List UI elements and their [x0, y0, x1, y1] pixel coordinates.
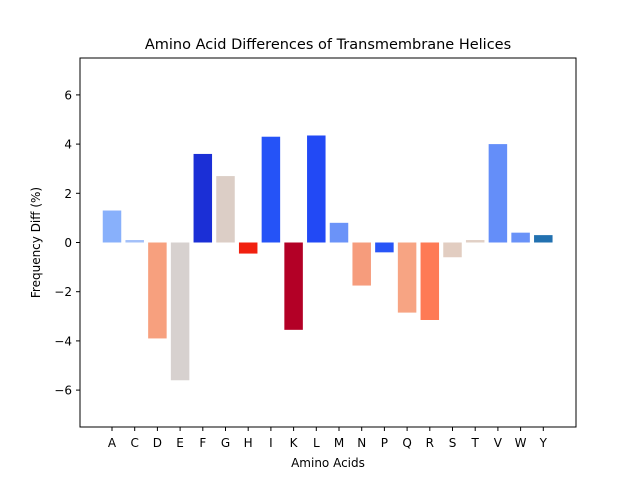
bar-Y — [534, 235, 553, 243]
y-tick-label: −2 — [54, 285, 72, 299]
x-tick-label: K — [290, 436, 299, 450]
x-tick-label: Q — [402, 436, 411, 450]
y-tick-label: 6 — [64, 88, 72, 102]
x-tick-label: V — [494, 436, 503, 450]
bar-H — [238, 242, 258, 254]
bar-P — [375, 242, 394, 253]
y-axis: −6 −4 −2 0 2 4 6 — [54, 88, 80, 398]
x-tick-label: S — [449, 436, 457, 450]
bar-S — [443, 242, 462, 258]
y-axis-label: Frequency Diff (%) — [29, 187, 43, 298]
bar-G — [216, 176, 235, 243]
x-tick-label: R — [426, 436, 434, 450]
x-tick-label: I — [269, 436, 273, 450]
x-tick-label: P — [381, 436, 388, 450]
x-tick-label: L — [313, 436, 320, 450]
bar-M — [329, 222, 349, 243]
x-tick-label: E — [176, 436, 184, 450]
x-tick-label: F — [199, 436, 206, 450]
bar-D — [148, 242, 167, 339]
bar-L — [307, 135, 326, 243]
x-tick-label: W — [515, 436, 527, 450]
x-tick-label: G — [221, 436, 230, 450]
x-tick-label: H — [244, 436, 253, 450]
bar-T — [465, 240, 485, 243]
x-tick-label: M — [334, 436, 344, 450]
y-tick-label: −4 — [54, 334, 72, 348]
bar-K — [284, 242, 303, 330]
bar-C — [125, 240, 144, 243]
bar-I — [261, 136, 281, 243]
bar-F — [193, 153, 213, 243]
x-tick-label: N — [357, 436, 366, 450]
y-tick-label: 2 — [64, 187, 72, 201]
bar-Q — [397, 242, 417, 313]
bars-group — [102, 135, 553, 381]
bar-A — [102, 210, 122, 243]
bar-R — [420, 242, 440, 320]
bar-V — [488, 144, 508, 243]
bar-E — [170, 242, 190, 381]
bar-W — [511, 232, 530, 243]
x-tick-label: T — [471, 436, 480, 450]
y-tick-label: 0 — [64, 236, 72, 250]
bar-N — [352, 242, 371, 286]
y-tick-label: −6 — [54, 384, 72, 398]
y-tick-label: 4 — [64, 138, 72, 152]
x-axis-label: Amino Acids — [291, 456, 365, 470]
x-tick-label: A — [108, 436, 117, 450]
x-tick-label: D — [153, 436, 162, 450]
x-tick-label: C — [131, 436, 139, 450]
x-tick-label: Y — [539, 436, 548, 450]
chart-title: Amino Acid Differences of Transmembrane … — [145, 37, 511, 53]
